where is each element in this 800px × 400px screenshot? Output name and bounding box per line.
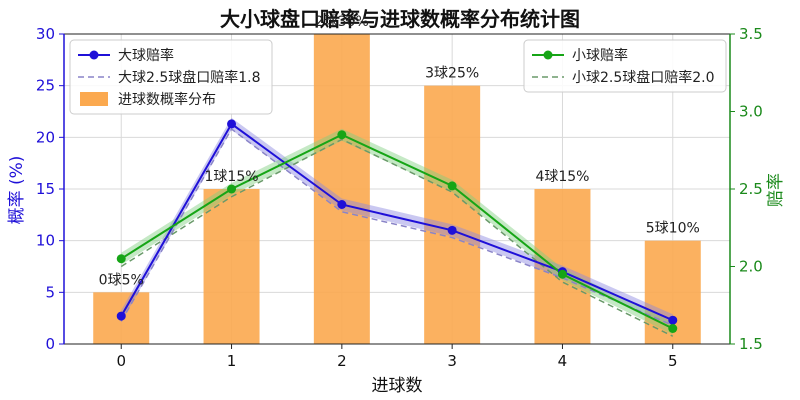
legend-label: 进球数概率分布: [118, 91, 216, 108]
x-tick-label: 4: [558, 352, 568, 370]
x-tick-label: 2: [337, 352, 347, 370]
y-tick-label-left: 30: [36, 25, 55, 43]
big-odds-point: [337, 200, 347, 209]
y-tick-label-left: 5: [45, 283, 55, 301]
big-odds-point: [447, 225, 457, 235]
y-axis-title-right: 赔率: [766, 173, 786, 207]
big-odds-point: [227, 119, 237, 129]
bands: [121, 117, 673, 335]
big-odds-point: [668, 315, 678, 325]
bar-label: 4球15%: [535, 169, 589, 185]
small-odds-point: [227, 184, 237, 194]
chart-title: 大小球盘口赔率与进球数概率分布统计图: [220, 7, 580, 31]
axes: 0 5 10 15 20 25 30 1.5 2.0 2.5 3.0 3.5 0 1 2 3 4 5: [36, 25, 763, 370]
big-odds-band: [121, 117, 673, 327]
big-odds-point: [116, 311, 126, 321]
x-axis-title: 进球数: [372, 376, 423, 396]
series-lines: [116, 119, 678, 337]
small-odds-point: [447, 181, 457, 191]
y-tick-label-right: 3.0: [739, 103, 763, 121]
legend-label: 小球赔率: [572, 47, 628, 64]
y-tick-label-right: 2.0: [739, 258, 763, 276]
small-odds-line: [120, 133, 674, 330]
x-tick-label: 0: [116, 352, 126, 370]
legend-right-frame: [523, 39, 727, 93]
y-tick-label-right: 3.5: [739, 25, 763, 43]
bar-1: [203, 189, 260, 344]
y-tick-label-left: 15: [36, 180, 55, 198]
big-handicap-line: [120, 127, 674, 327]
y-tick-label-right: 1.5: [739, 335, 763, 353]
y-axis-title-left: 概率 (%): [7, 156, 27, 225]
bar-label: 2球30%: [315, 14, 369, 30]
bar-2: [313, 34, 370, 344]
legend-label: 小球2.5球盘口赔率2.0: [572, 69, 715, 86]
bar-labels: 0球5% 1球15% 2球30% 3球25% 4球15% 5球10%: [99, 14, 700, 288]
legend-swatch-marker: [543, 50, 553, 60]
small-odds-point: [668, 324, 678, 333]
bar-3: [424, 85, 481, 345]
legend-label: 大球赔率: [118, 47, 174, 64]
y-tick-label-left: 25: [36, 77, 55, 95]
small-handicap-line: [120, 138, 674, 337]
big-odds-line: [120, 122, 674, 322]
bar-label: 3球25%: [425, 66, 479, 82]
y-tick-label-right: 2.5: [739, 180, 763, 198]
y-tick-label-left: 0: [45, 335, 55, 353]
small-odds-point: [557, 269, 567, 279]
bar-label: 1球15%: [205, 169, 259, 185]
legend-swatch-marker: [89, 50, 99, 60]
y-tick-label-left: 20: [36, 128, 55, 146]
legend-label: 大球2.5球盘口赔率1.8: [118, 69, 261, 86]
legend-swatch-bar: [80, 92, 108, 106]
small-odds-band: [121, 128, 673, 335]
legend-left-frame: [69, 39, 273, 115]
y-tick-label-left: 10: [36, 232, 55, 250]
bar-label: 0球5%: [99, 272, 144, 288]
bar-label: 5球10%: [646, 221, 700, 237]
small-odds-point: [337, 130, 347, 140]
x-tick-label: 5: [668, 352, 678, 370]
x-tick-label: 1: [227, 352, 237, 370]
small-odds-point: [116, 254, 126, 264]
x-tick-label: 3: [447, 352, 457, 370]
